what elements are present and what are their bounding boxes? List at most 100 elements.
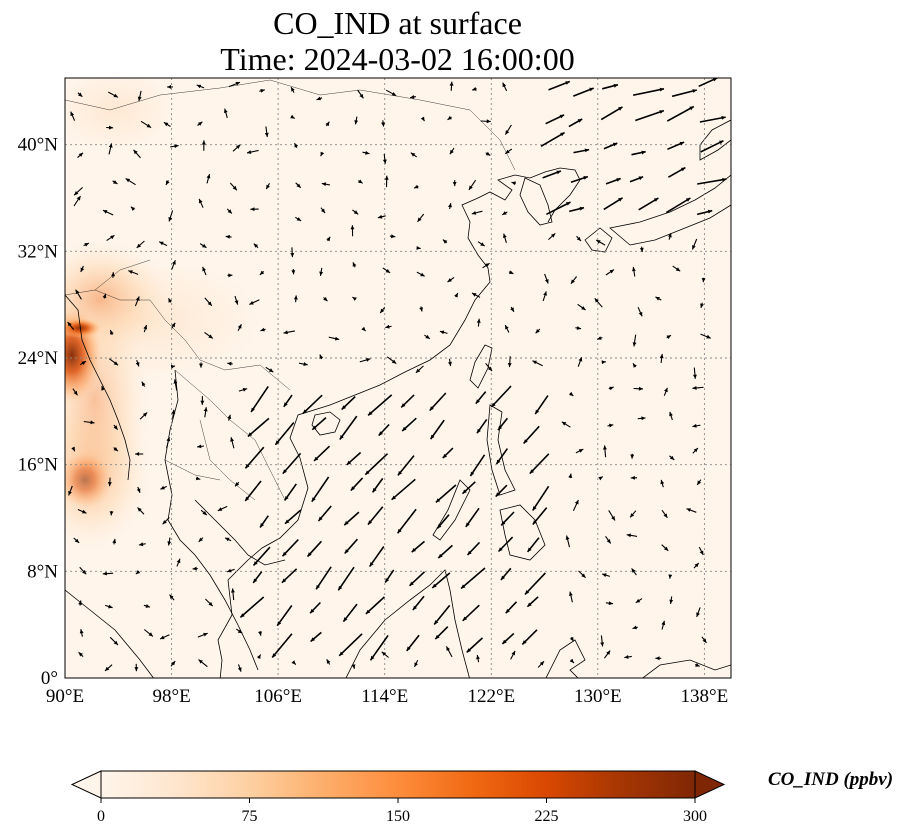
wind-arrow-head — [660, 479, 665, 485]
wind-arrow-head — [138, 542, 144, 547]
wind-arrow-shaft — [244, 446, 265, 469]
wind-arrow-shaft — [311, 476, 330, 503]
wind-arrow-head — [569, 636, 574, 642]
wind-arrow-head — [638, 311, 643, 317]
wind-arrow-head — [167, 541, 172, 546]
wind-arrow-shaft — [460, 567, 486, 590]
wind-arrow-head — [291, 660, 296, 665]
wind-arrow-head — [242, 387, 248, 392]
wind-arrow-shaft — [666, 105, 695, 122]
wind-arrow-head — [532, 360, 537, 365]
wind-arrow-head — [358, 179, 363, 184]
lon-tick-label: 114°E — [361, 686, 408, 707]
gulf-thailand — [194, 499, 286, 566]
wind-arrow-head — [284, 496, 289, 501]
wind-arrow-head — [631, 568, 636, 573]
wind-arrow-head — [228, 273, 233, 278]
wind-arrow-head — [439, 330, 445, 335]
lon-tick-label: 106°E — [254, 686, 302, 707]
wind-arrow-head — [368, 520, 373, 525]
wind-arrow-shaft — [302, 394, 323, 415]
wind-arrow-shaft — [247, 417, 270, 438]
wind-arrow-head — [198, 537, 203, 542]
wind-arrow-head — [498, 547, 503, 552]
wind-arrow-head — [568, 473, 573, 478]
wind-arrow-head — [227, 568, 232, 573]
wind-arrow-head — [594, 298, 599, 303]
wind-arrow-head — [112, 538, 117, 544]
wind-arrow-head — [583, 176, 588, 180]
wind-arrow-head — [416, 246, 421, 250]
wind-arrow-head — [253, 578, 258, 583]
wind-arrow-head — [574, 500, 579, 505]
wind-arrow-shaft — [391, 478, 416, 501]
wind-arrow-head — [381, 122, 385, 127]
wind-arrow-head — [105, 666, 110, 671]
wind-arrow-head — [577, 119, 583, 123]
wind-arrow-head — [365, 609, 371, 614]
wind-arrow-head — [202, 243, 207, 248]
wind-arrow-head — [420, 272, 425, 277]
wind-arrow-head — [103, 210, 108, 214]
wind-arrow-head — [434, 620, 439, 625]
wind-arrow-head — [385, 324, 390, 329]
wind-arrow-head — [258, 631, 262, 636]
wind-arrow-head — [502, 82, 507, 88]
wind-arrow-head — [576, 326, 582, 330]
wind-arrow-head — [256, 654, 261, 659]
wind-arrow-head — [641, 150, 646, 155]
wind-arrow-head — [435, 634, 440, 640]
visayas-mindanao — [499, 504, 546, 561]
wind-arrow-head — [237, 324, 242, 329]
wind-arrow-head — [319, 271, 324, 276]
wind-arrow-head — [311, 497, 316, 502]
wind-arrow-head — [472, 87, 477, 91]
wind-arrow-head — [136, 243, 142, 248]
taiwan — [469, 344, 493, 389]
wind-arrow-head — [293, 295, 298, 300]
wind-arrow-head — [260, 89, 265, 93]
wind-arrow-head — [584, 148, 590, 153]
wind-arrow-head — [486, 119, 491, 124]
wind-arrow-head — [352, 262, 357, 267]
wind-arrow-head — [692, 245, 696, 250]
wind-arrow-head — [264, 132, 269, 137]
wind-arrow-head — [176, 558, 181, 564]
wind-arrow-head — [296, 183, 301, 188]
wind-arrow-head — [430, 434, 435, 440]
wind-arrow-head — [438, 553, 443, 558]
wind-arrow-head — [509, 270, 514, 274]
wind-arrow-shaft — [635, 109, 665, 122]
wind-arrow-head — [668, 574, 673, 579]
wind-arrow-shaft — [252, 546, 271, 567]
wind-arrow-head — [102, 293, 107, 299]
wind-arrow-shaft — [532, 485, 550, 511]
wind-arrow-head — [168, 298, 173, 303]
wind-arrow-head — [166, 180, 170, 185]
wind-arrow-head — [401, 403, 406, 408]
wind-arrow-head — [503, 233, 507, 238]
wind-arrow-head — [199, 363, 203, 368]
wind-arrow-head — [641, 416, 646, 421]
wind-arrow-head — [611, 516, 615, 521]
wind-arrow-head — [78, 92, 83, 97]
lat-tick-label: 24°N — [18, 348, 59, 369]
wind-arrow-head — [291, 87, 295, 92]
wind-arrow-head — [543, 291, 547, 296]
wind-arrow-head — [467, 550, 472, 555]
wind-arrow-shaft — [490, 385, 512, 408]
wind-arrow-head — [260, 523, 264, 528]
japan-honshu — [609, 174, 731, 246]
wind-arrow-head — [143, 325, 148, 330]
wind-arrow-head — [343, 617, 348, 622]
indochina-coast — [164, 369, 259, 671]
borneo — [345, 569, 470, 678]
wind-arrow-head — [318, 516, 323, 521]
map-panel — [65, 78, 731, 678]
wind-arrow-head — [133, 149, 138, 155]
wind-arrow-head — [81, 361, 86, 365]
wind-arrow-shaft — [337, 566, 355, 591]
wind-arrow-head — [442, 453, 447, 459]
wind-arrow-head — [78, 152, 83, 157]
wind-arrow-head — [624, 655, 629, 659]
